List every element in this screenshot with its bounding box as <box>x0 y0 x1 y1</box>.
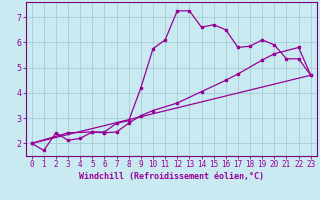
X-axis label: Windchill (Refroidissement éolien,°C): Windchill (Refroidissement éolien,°C) <box>79 172 264 181</box>
